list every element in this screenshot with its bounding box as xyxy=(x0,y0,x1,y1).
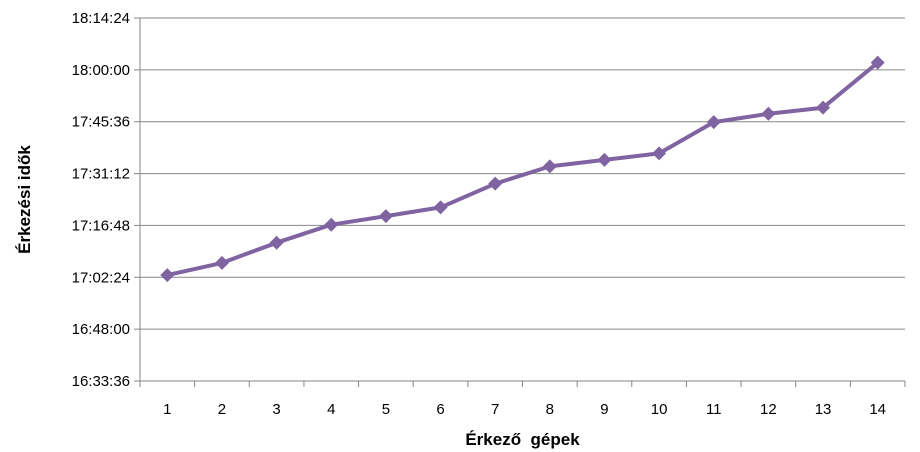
data-point-marker xyxy=(706,115,721,130)
series-line xyxy=(166,61,879,278)
data-point-marker xyxy=(160,268,175,283)
y-tick-label: 17:16:48 xyxy=(72,217,130,234)
x-tick-label: 7 xyxy=(491,401,499,418)
y-axis-tick-labels: 16:33:36 16:48:00 17:02:24 17:16:48 17:31:12… xyxy=(72,10,140,390)
y-tick-label: 16:33:36 xyxy=(72,373,130,390)
x-tick-label: 13 xyxy=(815,401,832,418)
x-axis-tick-labels: 1 2 3 4 5 6 7 8 9 10 11 12 13 14 xyxy=(139,381,906,418)
x-tick-label: 14 xyxy=(869,401,886,418)
data-point-marker xyxy=(433,200,448,215)
x-tick-label: 2 xyxy=(218,401,226,418)
y-tick-label: 18:00:00 xyxy=(72,62,130,79)
x-tick-label: 8 xyxy=(546,401,554,418)
x-tick-label: 3 xyxy=(272,401,280,418)
y-axis-title: Érkezési idők xyxy=(15,145,34,254)
y-tick-label: 17:45:36 xyxy=(72,114,130,131)
data-point-marker xyxy=(761,106,776,121)
x-tick-label: 11 xyxy=(706,401,722,418)
x-axis-title: Érkező gépek xyxy=(465,430,580,449)
x-tick-label: 9 xyxy=(600,401,608,418)
x-tick-label: 12 xyxy=(760,401,777,418)
data-point-marker xyxy=(542,159,557,174)
data-point-marker xyxy=(269,235,284,250)
y-tick-label: 18:14:24 xyxy=(72,10,130,27)
data-point-marker xyxy=(324,217,339,232)
data-point-marker xyxy=(652,146,667,161)
series-group xyxy=(160,55,885,283)
data-point-marker xyxy=(378,209,393,224)
x-tick-label: 10 xyxy=(651,401,668,418)
y-tick-label: 16:48:00 xyxy=(72,321,130,338)
data-point-marker xyxy=(816,100,831,115)
y-tick-label: 17:31:12 xyxy=(72,166,130,183)
x-tick-label: 5 xyxy=(382,401,390,418)
gridlines xyxy=(140,17,905,330)
x-tick-label: 4 xyxy=(327,401,335,418)
y-tick-label: 17:02:24 xyxy=(72,269,130,286)
data-point-marker xyxy=(488,176,503,191)
data-point-marker xyxy=(597,152,612,167)
x-tick-label: 6 xyxy=(436,401,444,418)
x-tick-label: 1 xyxy=(163,401,171,418)
data-point-marker xyxy=(214,255,229,270)
data-point-marker xyxy=(870,55,885,70)
